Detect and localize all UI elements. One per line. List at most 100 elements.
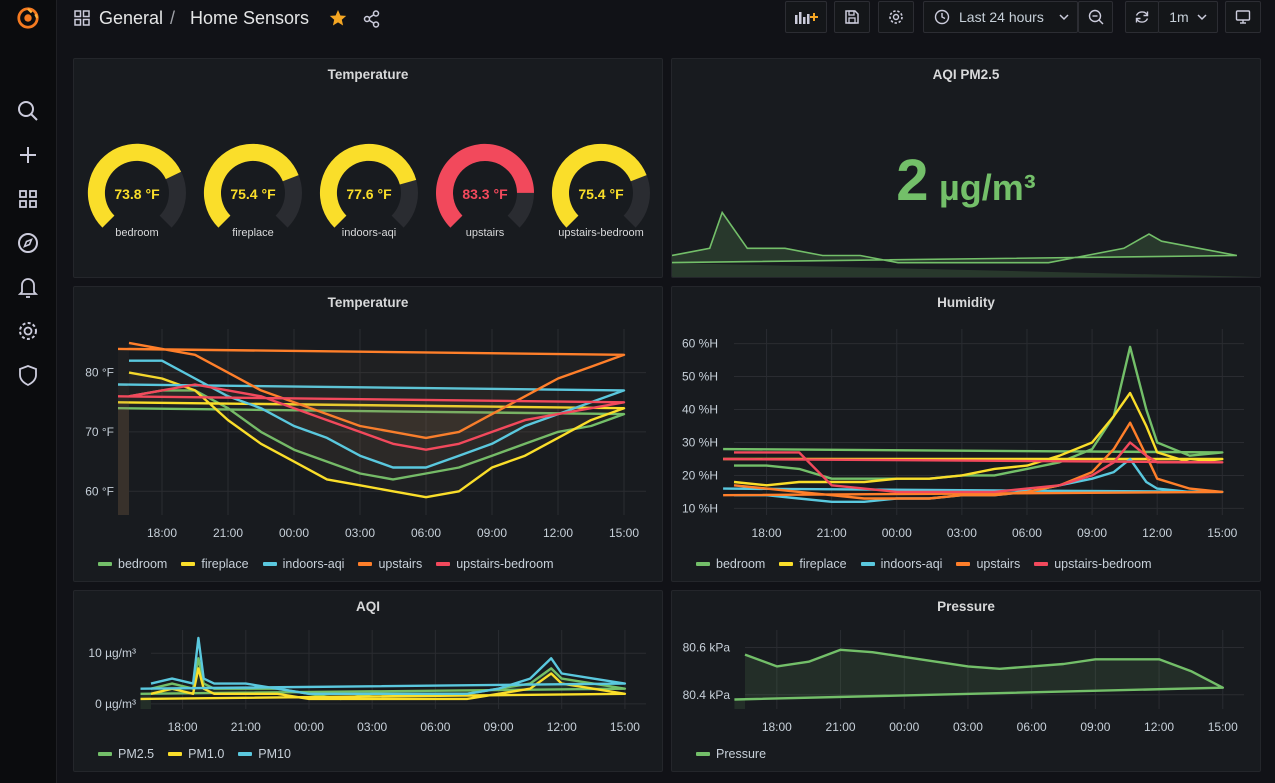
stat-value: 2 bbox=[896, 148, 929, 213]
x-tick-label: 21:00 bbox=[826, 720, 856, 734]
gauge-chart: 73.8 °F bedroom 75.4 °F fireplace 77.6 °F ind… bbox=[87, 143, 650, 239]
legend-item-upstairs-bedroom[interactable]: upstairs-bedroom bbox=[436, 557, 553, 571]
plus-icon[interactable] bbox=[16, 143, 40, 167]
x-tick-label: 12:00 bbox=[547, 720, 577, 734]
legend-item-fireplace[interactable]: fireplace bbox=[181, 557, 249, 571]
x-tick-label: 03:00 bbox=[345, 526, 375, 540]
legend-swatch bbox=[436, 562, 451, 566]
x-tick-label: 18:00 bbox=[752, 526, 782, 540]
top-navbar: General / Home Sensors Last 24 hours 1m bbox=[57, 0, 1275, 42]
x-tick-label: 18:00 bbox=[147, 526, 177, 540]
legend-item-indoors-aqi[interactable]: indoors-aqi bbox=[860, 557, 943, 571]
add-panel-icon bbox=[795, 12, 818, 24]
chevron-down-icon bbox=[1197, 14, 1207, 21]
gauge-fill bbox=[435, 143, 534, 228]
clock-icon bbox=[934, 9, 950, 25]
add-panel-button[interactable] bbox=[785, 1, 827, 33]
star-icon[interactable] bbox=[329, 9, 347, 32]
save-icon bbox=[845, 10, 859, 24]
pressure-chart: 18:00 21:00 00:00 03:00 06:00 09:00 12:00 15:00… bbox=[683, 630, 1244, 734]
panel-title[interactable]: AQI PM2.5 bbox=[932, 67, 1000, 82]
legend-item-bedroom[interactable]: bedroom bbox=[696, 557, 765, 571]
pressure-graph-panel: Pressure 18:00 21:00 00:00 03:00 06:00 09:00 1… bbox=[671, 590, 1261, 772]
sparkline-line bbox=[672, 210, 1238, 264]
legend-label: bedroom bbox=[118, 557, 168, 571]
legend-item-upstairs-bedroom[interactable]: upstairs-bedroom bbox=[1034, 557, 1151, 571]
y-tick-label: 10 µg/m³ bbox=[88, 646, 136, 660]
legend-item-indoors-aqi[interactable]: indoors-aqi bbox=[262, 557, 344, 571]
panel-title[interactable]: Pressure bbox=[937, 599, 995, 614]
legend: PM2.5 PM1.0 PM10 bbox=[98, 747, 291, 761]
gauge-fill bbox=[87, 143, 182, 228]
stat-sparkline bbox=[672, 210, 1260, 277]
dashboard-settings-button[interactable] bbox=[878, 1, 914, 33]
legend-item-pm10-fine[interactable]: PM1.0 bbox=[168, 747, 224, 761]
x-tick-label: 09:00 bbox=[477, 526, 507, 540]
legend: bedroom fireplace indoors-aqi upstairs u… bbox=[696, 557, 1151, 571]
settings-gear-icon[interactable] bbox=[16, 319, 40, 343]
legend-swatch bbox=[860, 562, 875, 566]
legend-label: PM10 bbox=[258, 747, 291, 761]
x-tick-label: 21:00 bbox=[231, 720, 261, 734]
x-tick-label: 09:00 bbox=[484, 720, 514, 734]
refresh-interval-label: 1m bbox=[1169, 9, 1189, 25]
x-tick-label: 15:00 bbox=[1207, 526, 1237, 540]
x-tick-label: 15:00 bbox=[609, 526, 639, 540]
temperature-gauge-panel: Temperature 73.8 °F bedroom 75.4 °F firepla… bbox=[73, 58, 663, 278]
legend-swatch bbox=[168, 752, 183, 756]
legend-swatch bbox=[98, 562, 112, 566]
legend-swatch bbox=[181, 562, 196, 566]
panel-title[interactable]: Temperature bbox=[327, 67, 409, 82]
legend-swatch bbox=[98, 752, 112, 756]
share-icon[interactable] bbox=[363, 10, 381, 33]
legend-label: PM2.5 bbox=[118, 747, 155, 761]
tv-mode-button[interactable] bbox=[1225, 1, 1261, 33]
aqi-graph-panel: AQI 18:00 21:00 00:00 03:00 06:00 09:00 12:00 1… bbox=[73, 590, 663, 772]
refresh-button[interactable] bbox=[1125, 1, 1159, 33]
y-tick-label: 50 %H bbox=[682, 370, 718, 384]
legend-item-upstairs[interactable]: upstairs bbox=[956, 557, 1020, 571]
gauge-label: indoors-aqi bbox=[342, 227, 396, 239]
panel-title[interactable]: Temperature bbox=[327, 295, 409, 310]
x-tick-label: 15:00 bbox=[610, 720, 640, 734]
y-tick-label: 30 %H bbox=[682, 435, 718, 449]
sidebar bbox=[0, 0, 57, 783]
breadcrumb-folder[interactable]: General bbox=[99, 8, 164, 28]
x-tick-label: 00:00 bbox=[279, 526, 309, 540]
legend-item-upstairs[interactable]: upstairs bbox=[358, 557, 422, 571]
breadcrumb-separator: / bbox=[170, 8, 176, 28]
x-tick-label: 09:00 bbox=[1080, 720, 1110, 734]
legend-swatch bbox=[696, 752, 710, 756]
zoom-out-button[interactable] bbox=[1078, 1, 1113, 33]
sparkline-area bbox=[672, 212, 1260, 277]
alerting-bell-icon[interactable] bbox=[16, 275, 40, 299]
y-tick-label: 10 %H bbox=[682, 501, 718, 515]
dashboard-title[interactable]: Home Sensors bbox=[190, 8, 310, 28]
panel-title[interactable]: Humidity bbox=[937, 295, 995, 310]
search-icon[interactable] bbox=[16, 99, 40, 123]
explore-compass-icon[interactable] bbox=[16, 231, 40, 255]
legend-item-bedroom[interactable]: bedroom bbox=[98, 557, 167, 571]
x-tick-label: 12:00 bbox=[543, 526, 573, 540]
panel-title[interactable]: AQI bbox=[355, 599, 380, 614]
legend-item-pressure[interactable]: Pressure bbox=[696, 747, 766, 761]
gauge-fill bbox=[551, 143, 647, 228]
refresh-interval-picker[interactable]: 1m bbox=[1158, 1, 1218, 33]
shield-icon[interactable] bbox=[16, 363, 40, 387]
aqi-pm25-stat-panel: AQI PM2.5 2 µg/m³ bbox=[671, 58, 1261, 278]
gauge-value: 83.3 °F bbox=[462, 186, 508, 202]
legend-item-pm25[interactable]: PM2.5 bbox=[98, 747, 154, 761]
legend-item-fireplace[interactable]: fireplace bbox=[779, 557, 847, 571]
dashboards-icon[interactable] bbox=[16, 187, 40, 211]
x-tick-label: 03:00 bbox=[357, 720, 387, 734]
x-tick-label: 03:00 bbox=[947, 526, 977, 540]
legend-item-pm10[interactable]: PM10 bbox=[238, 747, 291, 761]
gauge-fill bbox=[319, 143, 417, 228]
save-dashboard-button[interactable] bbox=[834, 1, 870, 33]
grafana-logo-icon[interactable] bbox=[16, 6, 40, 30]
x-tick-label: 18:00 bbox=[762, 720, 792, 734]
legend-label: indoors-aqi bbox=[880, 557, 943, 571]
gauge-label: upstairs-bedroom bbox=[558, 227, 644, 239]
y-tick-label: 60 °F bbox=[85, 484, 114, 498]
time-range-picker[interactable]: Last 24 hours bbox=[923, 1, 1078, 33]
